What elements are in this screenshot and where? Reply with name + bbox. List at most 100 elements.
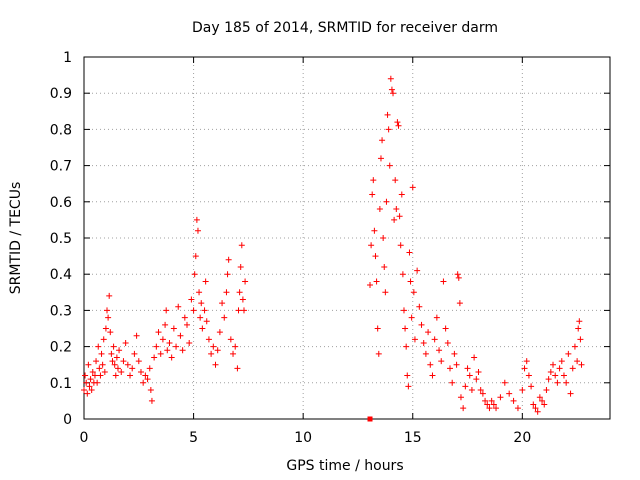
data-point: [164, 347, 171, 354]
data-point: [155, 329, 162, 336]
data-point: [563, 379, 570, 386]
data-point: [460, 405, 467, 412]
data-point: [488, 397, 495, 404]
x-tick-label: 10: [294, 430, 312, 446]
data-point: [456, 300, 463, 307]
y-tick-label: 0.1: [50, 376, 72, 392]
data-point: [392, 177, 399, 184]
data-point: [575, 325, 582, 332]
data-point: [88, 387, 95, 394]
data-point: [541, 401, 548, 408]
x-axis-label: GPS time / hours: [286, 458, 403, 474]
data-point: [100, 336, 107, 343]
data-point: [471, 354, 478, 361]
data-point: [383, 198, 390, 205]
data-point: [81, 387, 87, 394]
data-point: [147, 387, 154, 394]
data-point: [536, 394, 543, 401]
data-point-square: [367, 416, 373, 422]
data-point: [148, 397, 155, 404]
data-point: [106, 292, 113, 299]
data-point: [523, 358, 530, 365]
data-point: [493, 405, 500, 412]
data-point: [454, 271, 461, 278]
data-point: [86, 383, 93, 390]
data-point: [451, 350, 458, 357]
data-point: [370, 177, 377, 184]
data-point: [381, 263, 388, 270]
data-point: [96, 365, 103, 372]
data-point: [144, 376, 151, 383]
y-tick-label: 0.3: [50, 303, 72, 319]
data-point: [543, 387, 550, 394]
data-point: [108, 350, 115, 357]
data-point: [127, 372, 134, 379]
data-points: [81, 75, 585, 422]
data-point: [484, 401, 491, 408]
data-point: [373, 278, 380, 285]
data-point: [554, 379, 561, 386]
data-point: [237, 263, 244, 270]
data-point: [444, 339, 451, 346]
data-point: [232, 343, 239, 350]
data-point: [521, 365, 528, 372]
axis-ticks: 0 5 10 15 20 0 0.1 0.2 0.3 0.4 0.5 0.6 0.7 0.8 0.9 1: [50, 50, 610, 446]
data-point: [556, 365, 563, 372]
data-point: [397, 242, 404, 249]
data-point: [382, 289, 389, 296]
data-point: [197, 314, 204, 321]
data-point: [427, 361, 434, 368]
data-point: [105, 314, 112, 321]
data-point: [184, 321, 191, 328]
data-point: [510, 397, 517, 404]
chart-title: Day 185 of 2014, SRMTID for receiver dar…: [192, 20, 498, 36]
data-point: [497, 394, 504, 401]
data-point: [414, 267, 421, 274]
data-point: [404, 372, 411, 379]
data-point: [122, 339, 129, 346]
data-point: [124, 361, 131, 368]
data-point: [196, 289, 203, 296]
data-point: [114, 365, 121, 372]
data-point: [201, 307, 208, 314]
data-point: [170, 325, 177, 332]
data-point: [436, 347, 443, 354]
data-point: [473, 376, 480, 383]
data-point: [482, 397, 489, 404]
data-point: [173, 343, 180, 350]
data-point: [99, 361, 106, 368]
data-point: [410, 289, 417, 296]
data-point: [398, 191, 405, 198]
data-point: [390, 90, 397, 97]
data-point: [387, 75, 394, 82]
data-point: [539, 397, 546, 404]
data-point: [380, 235, 387, 241]
data-point: [578, 361, 585, 368]
data-point: [519, 387, 526, 394]
data-point: [203, 318, 210, 325]
data-point: [135, 358, 142, 365]
y-tick-label: 0: [63, 412, 72, 428]
data-point: [440, 278, 447, 285]
data-point: [153, 343, 160, 350]
data-point: [240, 307, 247, 314]
data-point: [242, 278, 249, 285]
data-point: [214, 347, 221, 354]
data-point: [486, 405, 493, 412]
data-point: [129, 365, 136, 372]
data-point: [118, 368, 125, 375]
data-point: [406, 249, 413, 256]
data-point: [235, 307, 242, 314]
data-point: [216, 329, 223, 336]
data-point: [83, 379, 90, 386]
data-point: [168, 354, 175, 361]
data-point: [230, 350, 237, 357]
plot-frame: [83, 56, 611, 420]
data-point: [388, 86, 395, 93]
data-point: [188, 296, 195, 303]
data-point: [82, 372, 89, 379]
data-point: [449, 379, 456, 386]
data-point: [395, 122, 402, 129]
data-point: [399, 271, 406, 278]
data-point: [159, 336, 166, 343]
